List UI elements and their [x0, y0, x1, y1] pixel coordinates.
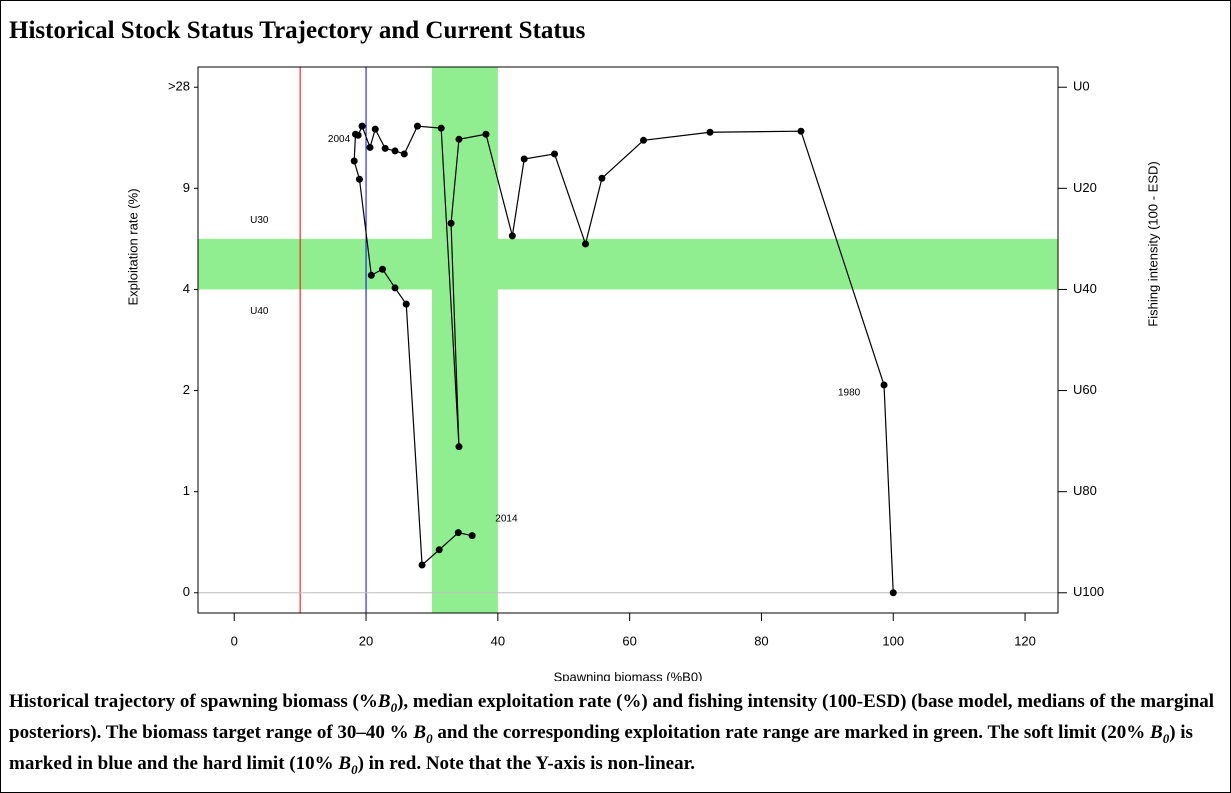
caption-text: ), median exploitation rate (%) and fish… [9, 691, 1215, 743]
point [418, 561, 426, 569]
point [350, 157, 358, 165]
point [889, 589, 897, 597]
caption: Historical trajectory of spawning biomas… [9, 689, 1221, 781]
caption-text: B [338, 752, 352, 774]
point [391, 284, 399, 292]
point [551, 150, 559, 158]
caption-text: 0 [351, 761, 358, 777]
x-tick-label: 100 [882, 633, 904, 648]
point [455, 135, 463, 143]
point [437, 124, 445, 132]
x-tick-label: 120 [1014, 633, 1036, 648]
point [435, 546, 443, 554]
caption-text: ) in red. Note that the Y-axis is non-li… [357, 752, 696, 774]
x-tick-label: 80 [754, 633, 768, 648]
y-tick-label: 4 [183, 281, 190, 296]
point [402, 300, 410, 308]
point [520, 155, 528, 163]
y-tick-label: 0 [183, 584, 190, 599]
annotation: 1980 [838, 388, 861, 399]
caption-text: B [1150, 721, 1163, 743]
point [468, 532, 476, 540]
x-tick-label: 0 [231, 633, 238, 648]
point [639, 136, 647, 144]
point [880, 381, 888, 389]
target-band-y [198, 238, 1058, 290]
y-tick-label: 9 [183, 180, 190, 195]
annotation: 2014 [495, 514, 518, 525]
point [366, 143, 374, 151]
point [352, 130, 360, 138]
chart: Spawning biomass (%B0) Exploitation rate… [125, 66, 1160, 681]
caption-text: 0 [1162, 730, 1170, 746]
y2-axis-label: Fishing intensity (100 - ESD) [1145, 161, 1160, 326]
caption-text: B [377, 691, 391, 712]
plot-frame [197, 66, 1059, 614]
point [706, 128, 714, 136]
y-axis-label: Exploitation rate (%) [125, 188, 140, 305]
point [371, 125, 379, 133]
point [598, 174, 606, 182]
y-tick-label: 1 [183, 483, 190, 498]
caption-text: 0 [426, 730, 433, 746]
annotation: U30 [250, 215, 269, 226]
point [454, 529, 462, 537]
annotation: U40 [250, 306, 269, 317]
point [508, 232, 516, 240]
point [391, 147, 399, 155]
point [381, 144, 389, 152]
y2-tick-label: U80 [1073, 483, 1097, 498]
point [797, 127, 805, 135]
trajectory-line [353, 124, 894, 593]
point [358, 122, 366, 130]
y2-tick-label: U0 [1073, 79, 1090, 94]
y2-tick-label: U100 [1073, 584, 1104, 599]
chart-title: Historical Stock Status Trajectory and C… [9, 17, 586, 44]
caption-text: and the corresponding exploitation rate … [432, 721, 1150, 743]
point [367, 271, 375, 279]
y2-tick-label: U40 [1073, 281, 1097, 296]
y2-tick-label: U60 [1073, 382, 1097, 397]
point [455, 443, 463, 451]
point [413, 122, 421, 130]
x-tick-label: 40 [491, 633, 505, 648]
caption-text: ) is marked in blue and the hard limit (… [9, 721, 1193, 774]
y2-tick-label: U20 [1073, 180, 1097, 195]
point [355, 175, 363, 183]
x-tick-label: 60 [622, 633, 636, 648]
point [447, 219, 455, 227]
point [379, 265, 387, 273]
point [581, 240, 589, 248]
annotation: 2004 [328, 134, 351, 145]
point [400, 150, 408, 158]
caption-text: B [413, 721, 427, 743]
x-axis-label: Spawning biomass (%B0) [554, 669, 703, 681]
caption-text: Historical trajectory of spawning biomas… [9, 691, 378, 712]
caption-text: 0 [390, 699, 398, 715]
y-tick-label: >28 [168, 79, 190, 94]
point [482, 130, 490, 138]
x-tick-label: 20 [359, 633, 373, 648]
y-tick-label: 2 [183, 382, 190, 397]
